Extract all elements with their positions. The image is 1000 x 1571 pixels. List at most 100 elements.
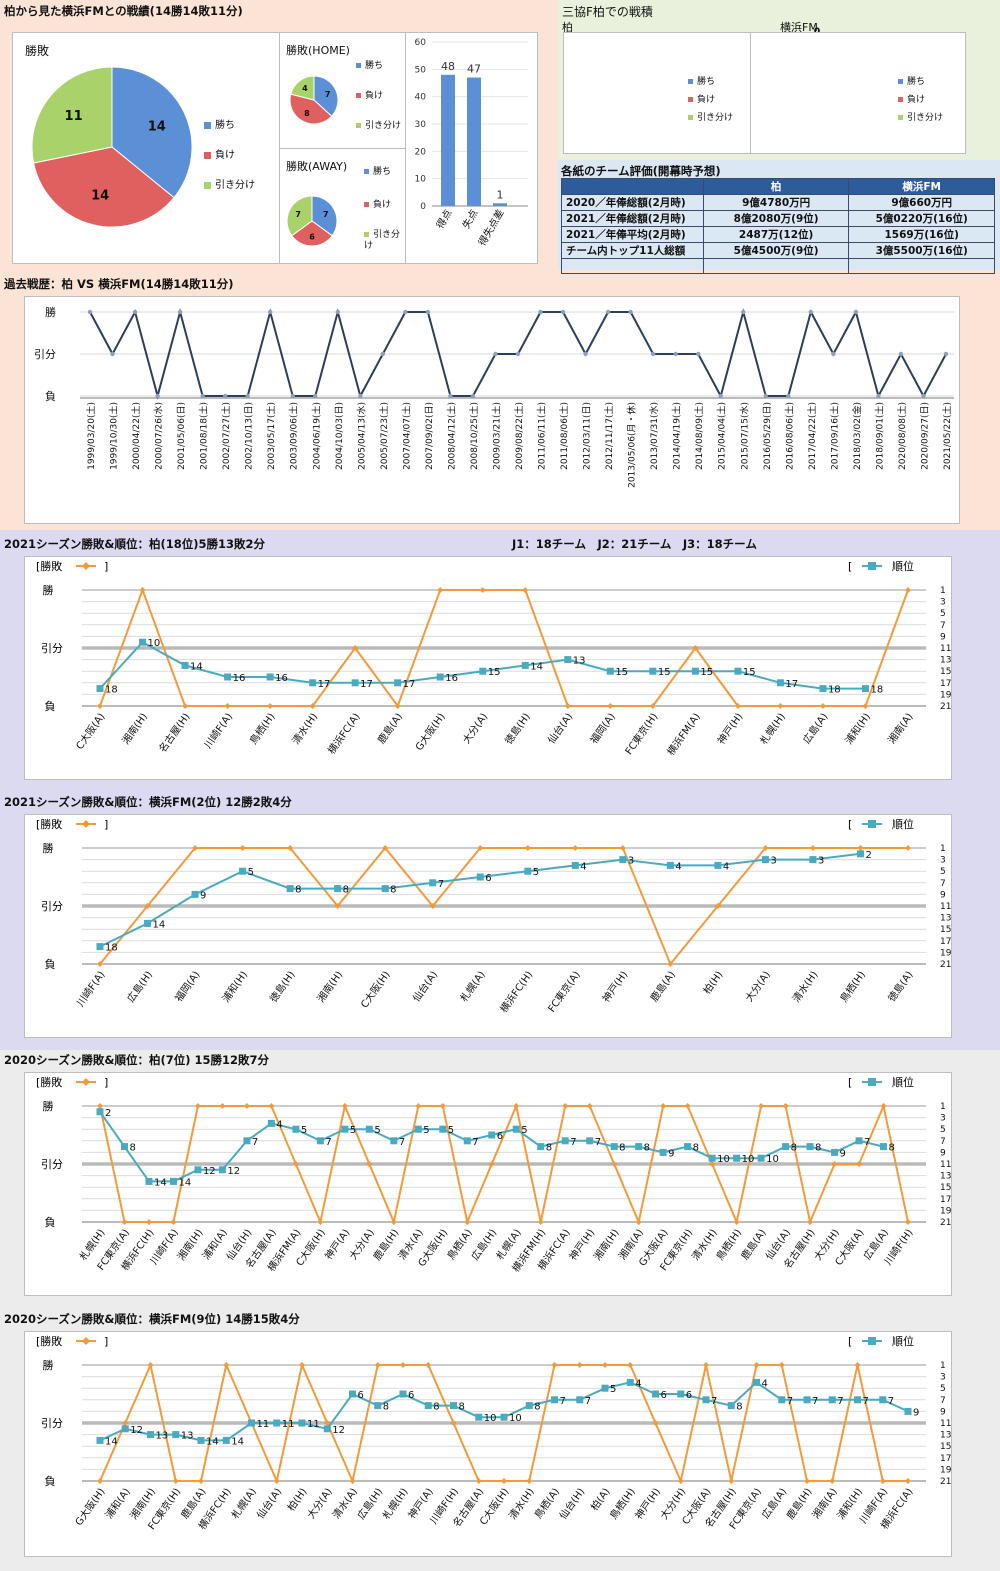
history-point <box>425 309 431 315</box>
rank-point <box>365 1125 373 1133</box>
season-x-tick-label: 仙台(A) <box>254 1485 285 1521</box>
legend-label: 負け <box>907 95 926 105</box>
season-x-tick-label: 徳島(H) <box>267 968 298 1004</box>
season-rank-tick: 15 <box>940 1442 951 1452</box>
rank-point <box>439 1125 447 1133</box>
season-y-label-draw: 引分 <box>41 1416 63 1430</box>
history-x-tick-label: 2008/04/12(土) <box>445 402 457 470</box>
rank-data-label: 15 <box>700 667 713 678</box>
result-point <box>602 1362 608 1368</box>
history-point <box>583 351 588 357</box>
rank-data-label: 3 <box>818 856 824 867</box>
result-point <box>97 1103 103 1109</box>
rank-point <box>819 685 827 693</box>
season-y-label-win: 勝 <box>43 1358 54 1372</box>
rank-data-label: 9 <box>668 1148 674 1159</box>
swatch <box>364 202 369 207</box>
rank-data-label: 12 <box>227 1166 240 1177</box>
rank-data-label: 10 <box>717 1154 730 1165</box>
season-x-tick-label: 湘南(H) <box>591 1226 622 1262</box>
rank-point <box>390 1137 398 1145</box>
rank-point <box>424 1402 432 1410</box>
rank-data-label: 8 <box>295 885 301 896</box>
season-x-tick-label: 浦和(H) <box>842 710 873 746</box>
rank-point <box>298 1419 306 1427</box>
season-x-tick-label: 神戸(H) <box>714 710 745 746</box>
pie-slice <box>111 66 193 199</box>
rank-point <box>708 1154 716 1162</box>
result-point <box>880 1103 887 1109</box>
legend-label: 勝ち <box>907 77 926 87</box>
history-x-tick-label: 2007/09/02(日) <box>424 402 435 470</box>
season-x-tick-label: 広島(H) <box>124 968 155 1004</box>
legend-sk-win: 勝ち <box>688 74 715 87</box>
rank-point <box>96 1108 104 1116</box>
rank-data-label: 11 <box>257 1419 270 1430</box>
rank-data-label: 8 <box>619 1143 625 1154</box>
history-y-label: 引分 <box>34 347 56 361</box>
rank-data-label: 17 <box>318 679 331 690</box>
legend-rank-label: 順位 <box>892 559 914 573</box>
result-point <box>382 845 389 851</box>
rank-point <box>761 856 769 864</box>
rank-point <box>649 667 657 675</box>
season-rank-tick: 7 <box>940 1396 946 1406</box>
result-point <box>611 1161 618 1167</box>
bar-data-label: 47 <box>467 63 481 76</box>
season-x-tick-label: 札幌(A) <box>228 1485 259 1521</box>
rank-data-label: 2 <box>105 1108 111 1119</box>
result-point <box>831 1161 838 1167</box>
eval-header-row: 柏 横浜FM <box>561 178 995 195</box>
result-point <box>219 1103 226 1109</box>
season-rank-tick: 21 <box>940 960 951 970</box>
result-point <box>807 1219 814 1225</box>
rank-data-label: 4 <box>635 1378 641 1389</box>
history-y-label: 勝 <box>45 305 56 319</box>
legend-label: 勝ち <box>697 77 716 87</box>
pie-away-title: 勝敗(AWAY) <box>286 160 348 173</box>
history-point <box>132 309 138 315</box>
legend-bracket: ] <box>104 1335 108 1348</box>
rank-point <box>475 1413 483 1421</box>
season-x-tick-label: 仙台(A) <box>410 968 441 1004</box>
season-x-tick-label: 湘南(H) <box>174 1226 205 1262</box>
rank-point <box>564 656 572 664</box>
season-rank-tick: 3 <box>940 856 946 866</box>
rank-point <box>776 679 784 687</box>
rank-point <box>601 1384 609 1392</box>
rank-point <box>399 1390 407 1398</box>
rank-data-label: 10 <box>148 638 161 649</box>
rank-point <box>248 1419 255 1427</box>
rank-point <box>121 1425 129 1433</box>
rank-data-label: 11 <box>282 1419 295 1430</box>
history-x-tick-label: 2020/09/27(日) <box>919 402 930 470</box>
rank-point <box>349 1390 356 1398</box>
result-point <box>488 1161 495 1167</box>
rank-point <box>626 1378 634 1386</box>
pie-data-label: 7 <box>325 90 331 99</box>
rank-point <box>309 679 317 687</box>
result-point <box>479 587 486 593</box>
pie-slice <box>291 220 333 247</box>
rank-data-label: 16 <box>275 673 288 684</box>
history-x-tick-label: 2018/09/01(土) <box>873 402 885 470</box>
rank-point <box>727 1402 735 1410</box>
rank-point <box>806 1143 814 1151</box>
season-x-tick-label: 清水(H) <box>789 968 820 1004</box>
legend-label: 負け <box>365 91 384 101</box>
pie-data-label: 14 <box>91 189 109 204</box>
result-point <box>703 1362 709 1368</box>
result-point <box>753 1362 760 1368</box>
history-x-tick-label: 2003/05/17(土) <box>265 402 277 470</box>
rank-data-label: 14 <box>178 1177 191 1188</box>
rank-data-label: 5 <box>521 1125 527 1136</box>
rank-data-label: 4 <box>580 861 586 872</box>
history-point <box>290 393 295 399</box>
rank-point <box>753 1378 760 1386</box>
legend-bracket: [ <box>848 1335 852 1348</box>
legend-result-label: [勝敗 <box>36 1075 62 1089</box>
result-point <box>299 1362 305 1368</box>
history-x-tick-label: 2017/04/22(土) <box>806 402 818 470</box>
rank-point <box>414 1125 422 1133</box>
season-x-tick-label: 福岡(A) <box>172 968 203 1004</box>
